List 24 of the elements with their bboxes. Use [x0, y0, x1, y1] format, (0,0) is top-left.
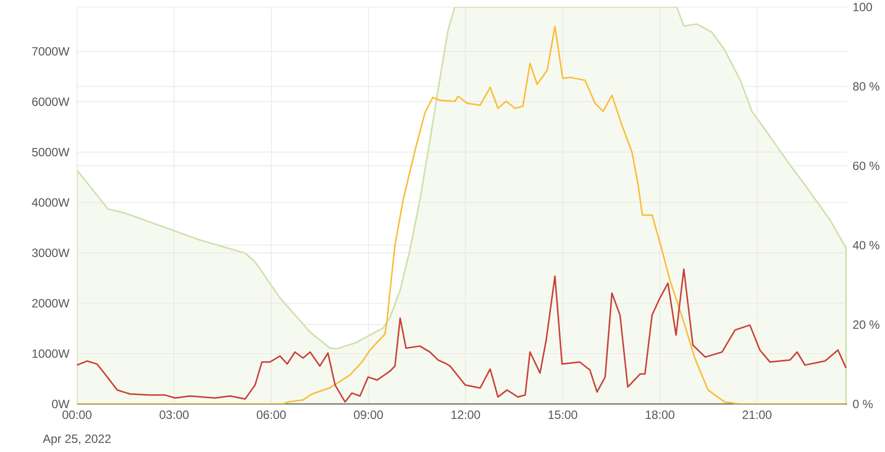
y-tick-label: 7000W — [32, 47, 70, 56]
y-tick-label: 1000W — [32, 349, 70, 358]
y-tick-label: 0W — [52, 400, 70, 408]
y2-tick-label: 20 % — [853, 320, 880, 329]
y2-tick-label: 0 % — [853, 400, 873, 408]
y-tick-label: 4000W — [32, 198, 70, 207]
x-tick-label: 00:00 — [62, 410, 92, 419]
y2-tick-label: 40 % — [852, 240, 880, 250]
x-tick-label: 03:00 — [160, 410, 189, 419]
y2-tick-label: 60 % — [853, 162, 880, 170]
line-series — [77, 268, 847, 403]
y2-tick-label: 100 — [853, 2, 872, 12]
y-tick-label: 2000W — [32, 299, 70, 308]
x-tick-label: 18:00 — [646, 410, 674, 419]
x-tick-label: 06:00 — [256, 410, 286, 419]
x-tick-label: 09:00 — [354, 410, 383, 419]
text: Apr 25, 2022 — [42, 434, 111, 446]
y-tick-label: 3000W — [32, 248, 70, 258]
x-tick-label: 15:00 — [548, 410, 578, 419]
y-tick-label: 6000W — [32, 97, 70, 106]
x-tick-label: 12:00 — [452, 410, 480, 419]
y2-tick-label: 80 % — [853, 82, 880, 91]
y-tick-label: 5000W — [32, 148, 70, 156]
x-tick-label: 21:00 — [742, 410, 772, 419]
